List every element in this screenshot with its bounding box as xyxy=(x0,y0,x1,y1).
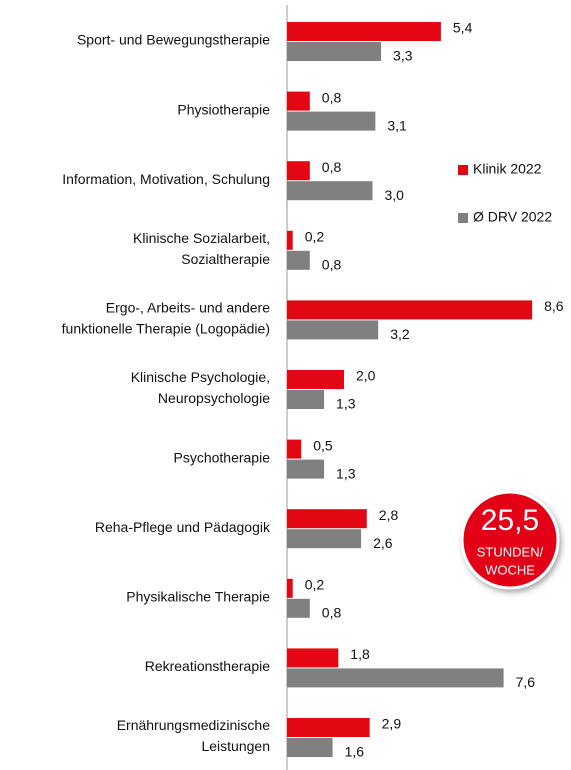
bar xyxy=(287,668,504,688)
value-label: 0,2 xyxy=(305,229,325,245)
value-label: 5,4 xyxy=(453,20,473,36)
category-label: Sozialtherapie xyxy=(181,251,270,267)
category-label: Physiotherapie xyxy=(177,101,270,117)
legend-label: Klinik 2022 xyxy=(473,161,542,177)
value-label: 3,0 xyxy=(385,187,405,203)
badge-text: WOCHE xyxy=(485,562,535,577)
category-label: Klinische Sozialarbeit, xyxy=(133,230,270,246)
category-label: Psychotherapie xyxy=(173,449,270,465)
bar xyxy=(287,320,379,340)
value-label: 2,0 xyxy=(356,368,376,384)
bar xyxy=(287,250,310,270)
badge-value: 25,5 xyxy=(481,504,539,537)
value-label: 7,6 xyxy=(516,674,536,690)
bar xyxy=(287,22,441,41)
bar xyxy=(287,598,310,618)
category-label: Ernährungsmedizinische xyxy=(117,717,271,733)
category-label: Klinische Psychologie, xyxy=(131,369,270,385)
category-label: Leistungen xyxy=(201,738,270,754)
bar xyxy=(287,529,362,549)
value-label: 3,2 xyxy=(390,326,410,342)
value-label: 0,8 xyxy=(322,257,342,273)
category-label: Neuropsychologie xyxy=(158,390,270,406)
bar xyxy=(287,300,533,320)
value-label: 0,8 xyxy=(322,605,342,621)
category-label: Reha-Pflege und Pädagogik xyxy=(95,519,271,535)
value-label: 2,6 xyxy=(373,535,393,551)
value-label: 3,1 xyxy=(387,117,407,133)
legend-swatch xyxy=(458,165,468,175)
value-label: 0,8 xyxy=(322,159,342,175)
value-label: 0,5 xyxy=(313,437,333,453)
bar xyxy=(287,439,302,459)
value-label: 1,8 xyxy=(350,646,370,662)
bar xyxy=(287,390,325,409)
category-label: Rekreationstherapie xyxy=(145,658,271,674)
bar xyxy=(287,91,310,111)
value-label: 3,3 xyxy=(393,48,413,64)
bar xyxy=(287,738,333,757)
value-label: 1,3 xyxy=(336,396,356,412)
category-label: Sport- und Bewegungstherapie xyxy=(77,32,270,48)
bar xyxy=(287,648,339,668)
bar xyxy=(287,718,370,737)
bar xyxy=(287,370,344,389)
category-label: Physikalische Therapie xyxy=(126,589,270,605)
bar xyxy=(287,161,310,181)
bar xyxy=(287,578,293,598)
bar xyxy=(287,111,376,131)
category-label: Ergo-, Arbeits- und andere xyxy=(106,300,270,316)
legend-swatch xyxy=(458,213,468,223)
value-label: 2,9 xyxy=(382,716,402,732)
value-label: 1,6 xyxy=(345,744,365,760)
bar xyxy=(287,509,367,529)
bar xyxy=(287,459,325,479)
category-label: funktionelle Therapie (Logopädie) xyxy=(62,321,270,337)
category-label: Information, Motivation, Schulung xyxy=(62,171,270,187)
value-label: 8,6 xyxy=(544,298,564,314)
value-label: 1,3 xyxy=(336,465,356,481)
value-label: 0,2 xyxy=(305,577,325,593)
value-label: 0,8 xyxy=(322,89,342,105)
bar xyxy=(287,42,382,61)
badge-text: STUNDEN/ xyxy=(477,544,544,559)
badge xyxy=(460,490,560,590)
legend-label: Ø DRV 2022 xyxy=(473,209,552,225)
value-label: 2,8 xyxy=(379,507,399,523)
bar xyxy=(287,230,293,250)
bar xyxy=(287,181,373,201)
